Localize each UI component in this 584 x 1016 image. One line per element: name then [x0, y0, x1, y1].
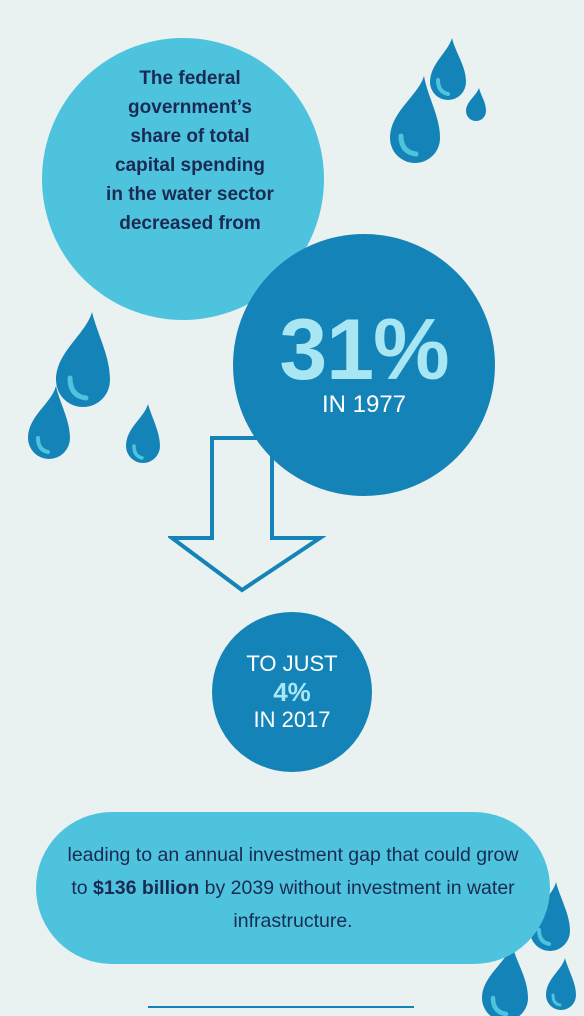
water-drop-icon — [28, 386, 70, 459]
stat-2017-circle: TO JUST 4% IN 2017 — [212, 612, 372, 772]
stat-2017-prefix: TO JUST — [246, 651, 338, 676]
conclusion-after: by 2039 without investment in water infr… — [199, 876, 515, 932]
conclusion-text: leading to an annual investment gap that… — [58, 839, 528, 938]
water-drop-icon — [430, 38, 466, 100]
conclusion-highlight: $136 billion — [93, 876, 200, 899]
stat-2017-value: 4% — [273, 677, 311, 707]
stat-2017-label: IN 2017 — [253, 707, 331, 732]
water-drop-icon — [126, 404, 160, 463]
water-drop-icon — [530, 882, 570, 951]
water-drop-icon — [546, 958, 576, 1010]
down-arrow-icon — [168, 436, 327, 593]
water-drop-icon — [390, 76, 440, 163]
water-drop-icon — [56, 312, 110, 407]
divider — [148, 1006, 414, 1008]
conclusion-before: leading to an annual investment gap that… — [67, 843, 519, 899]
stat-1977-value: 31% — [279, 302, 449, 398]
stat-1977-circle: 31% IN 1977 — [233, 234, 495, 496]
water-drop-icon — [466, 88, 486, 121]
conclusion-pill: leading to an annual investment gap that… — [36, 812, 550, 964]
intro-text: The federal government’s share of total … — [106, 68, 274, 234]
water-drop-icon — [482, 944, 528, 1016]
stat-1977-label: IN 1977 — [321, 391, 407, 418]
